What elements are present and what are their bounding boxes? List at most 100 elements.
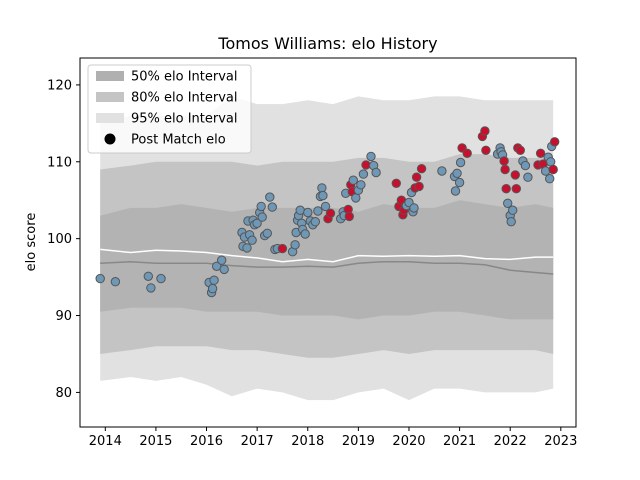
data-point	[348, 175, 358, 185]
data-point	[300, 229, 310, 239]
data-point	[146, 283, 156, 293]
data-point	[265, 192, 275, 202]
data-point	[480, 126, 490, 136]
x-tick-label: 2023	[544, 434, 577, 449]
legend-label: 95% elo Interval	[131, 112, 238, 127]
data-point	[523, 172, 533, 182]
data-point	[310, 217, 320, 227]
data-point	[508, 205, 518, 215]
data-point	[510, 170, 520, 180]
data-point	[207, 283, 218, 294]
y-tick-label: 90	[55, 309, 72, 324]
data-point	[252, 218, 262, 229]
legend: 50% elo Interval 80% elo Interval 95% elo …	[87, 64, 252, 154]
data-point	[515, 145, 525, 156]
data-point	[548, 164, 558, 175]
data-point	[414, 181, 424, 192]
data-point	[358, 169, 369, 179]
plot-frame	[79, 57, 577, 428]
y-tick-label: 110	[47, 155, 72, 170]
data-point	[437, 166, 447, 176]
data-point	[462, 148, 472, 159]
post-match-points	[95, 126, 560, 298]
x-tick-label: 2019	[342, 434, 375, 449]
data-point	[156, 273, 166, 284]
data-point	[209, 275, 219, 285]
x-tick-label: 2018	[291, 434, 324, 449]
data-point	[501, 184, 511, 194]
y-axis-label: elo score	[24, 213, 39, 272]
data-point	[143, 271, 154, 281]
data-point	[416, 164, 427, 174]
x-axis-ticks: 2014 2015 2016 2017 2018 2019 2020 2021 2022 2023	[89, 427, 577, 449]
x-tick-label: 2022	[494, 434, 527, 449]
data-point	[110, 277, 121, 287]
median-line	[100, 260, 554, 275]
legend-swatch	[96, 92, 124, 102]
y-tick-label: 80	[55, 386, 72, 401]
data-point	[520, 160, 531, 171]
data-point	[219, 264, 229, 275]
data-point	[344, 211, 354, 222]
legend-marker	[104, 133, 116, 145]
data-point	[356, 180, 366, 190]
x-tick-label: 2021	[443, 434, 476, 449]
x-tick-label: 2016	[190, 434, 223, 449]
x-tick-label: 2014	[89, 434, 122, 449]
data-point	[256, 201, 266, 212]
legend-label: Post Match elo	[131, 133, 226, 148]
data-point	[95, 273, 105, 284]
data-point	[535, 148, 546, 159]
data-point	[290, 240, 300, 250]
data-point	[411, 172, 422, 182]
data-point	[546, 157, 556, 167]
data-point	[317, 183, 327, 193]
y-axis-ticks: 80 90 100 110 120	[47, 78, 80, 401]
data-point	[247, 235, 257, 245]
data-point	[262, 228, 272, 239]
data-point	[540, 166, 551, 176]
x-tick-label: 2017	[241, 434, 274, 449]
data-point	[351, 193, 361, 203]
legend-label: 80% elo Interval	[131, 91, 238, 106]
legend-swatch	[96, 113, 124, 123]
data-point	[506, 217, 516, 227]
data-point	[267, 202, 277, 212]
data-point	[371, 167, 381, 178]
data-point	[499, 156, 509, 166]
data-point	[320, 201, 331, 212]
data-point	[217, 255, 227, 265]
data-point	[455, 157, 466, 168]
y-tick-label: 100	[47, 232, 72, 247]
trend-lines	[100, 248, 554, 275]
legend-label: 50% elo Interval	[131, 70, 238, 85]
data-point	[391, 178, 401, 189]
data-point	[303, 207, 313, 218]
data-point	[481, 145, 491, 156]
data-point	[500, 164, 510, 175]
data-point	[454, 177, 465, 188]
data-point	[450, 186, 461, 196]
x-tick-label: 2020	[392, 434, 425, 449]
data-point	[409, 203, 419, 213]
legend-box	[87, 64, 252, 154]
data-point	[452, 168, 462, 179]
data-point	[318, 190, 328, 201]
data-point	[295, 205, 305, 215]
data-point	[277, 243, 288, 254]
mean-line	[100, 248, 554, 263]
x-tick-label: 2015	[139, 434, 172, 449]
chart-title: Tomos Williams: elo History	[217, 34, 437, 53]
y-tick-label: 120	[47, 78, 72, 93]
data-point	[511, 184, 521, 194]
data-point	[257, 212, 267, 222]
data-point	[366, 151, 376, 162]
data-point	[545, 174, 555, 184]
data-point	[361, 160, 371, 170]
data-point	[503, 198, 513, 209]
legend-swatch	[96, 71, 124, 81]
data-point	[242, 243, 252, 253]
data-point	[325, 208, 336, 219]
data-point	[550, 137, 560, 147]
